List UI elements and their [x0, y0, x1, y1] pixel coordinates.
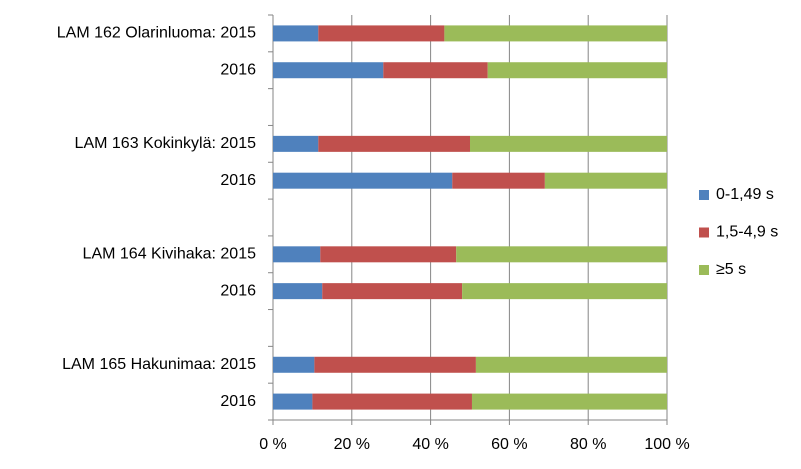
bar-segment	[318, 135, 470, 152]
y-tick-label: 2016	[220, 61, 256, 78]
bar-segment	[452, 172, 545, 189]
bar-segment	[470, 135, 667, 152]
bar-segment	[322, 283, 463, 300]
x-tick-label: 0 %	[259, 436, 287, 453]
legend-swatch	[699, 227, 709, 238]
x-tick-label: 20 %	[334, 436, 370, 453]
legend-swatch	[699, 190, 709, 200]
bar-segment	[314, 356, 476, 373]
bar-segment	[273, 393, 313, 410]
bar-segment	[273, 25, 319, 42]
bar-segment	[273, 135, 319, 152]
bar-segment	[544, 172, 667, 189]
bar-segment	[273, 356, 315, 373]
x-tick-label: 60 %	[491, 436, 527, 453]
bar-segment	[383, 62, 488, 79]
bar-segment	[273, 246, 321, 263]
y-tick-label: LAM 162 Olarinluoma: 2015	[57, 25, 256, 42]
bar-segment	[456, 246, 667, 263]
x-tick-label: 100 %	[644, 436, 689, 453]
bar-segment	[475, 356, 667, 373]
x-tick-label: 40 %	[412, 436, 448, 453]
bar-segment	[318, 25, 445, 42]
y-tick-label: LAM 165 Hakunimaa: 2015	[62, 356, 256, 373]
bar-segment	[462, 283, 667, 300]
bar-segment	[312, 393, 472, 410]
bar-segment	[487, 62, 667, 79]
y-tick-label: 2016	[220, 282, 256, 299]
legend-label: 1,5-4,9 s	[716, 224, 778, 241]
x-tick-label: 80 %	[570, 436, 606, 453]
y-tick-label: 2016	[220, 393, 256, 410]
bar-segment	[273, 283, 323, 300]
bar-segment	[444, 25, 667, 42]
bar-segment	[273, 62, 384, 79]
y-tick-label: LAM 163 Kokinkylä: 2015	[75, 135, 257, 152]
legend-label: 0-1,49 s	[716, 186, 774, 203]
bar-segment	[273, 172, 453, 189]
bar-segment	[471, 393, 667, 410]
legend-label: ≥5 s	[716, 261, 746, 278]
y-tick-label: LAM 164 Kivihaka: 2015	[83, 246, 257, 263]
y-tick-label: 2016	[220, 172, 256, 189]
bar-segment	[320, 246, 457, 263]
legend-swatch	[699, 265, 709, 275]
